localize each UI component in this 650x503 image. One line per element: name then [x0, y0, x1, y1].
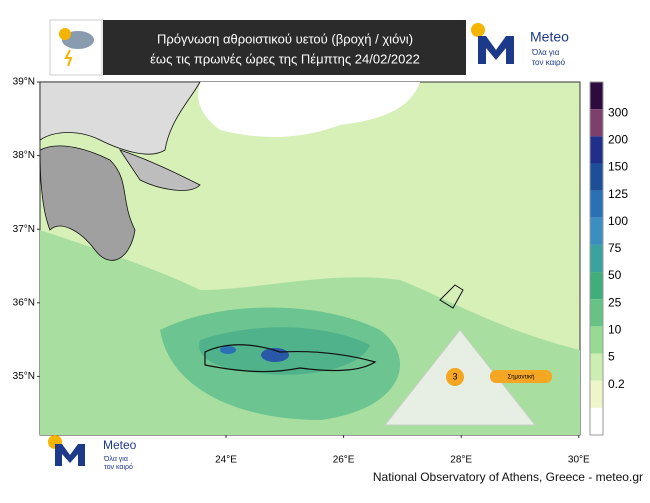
colorbar-segment — [590, 217, 603, 245]
logo-mark — [55, 444, 85, 466]
colorbar-segment — [590, 190, 603, 218]
lat-label: 36°N — [13, 297, 35, 308]
colorbar-label: 50 — [608, 268, 622, 282]
title-line: έως τις πρωινές ώρες της Πέμπτης 24/02/2… — [150, 51, 420, 66]
colorbar-segment — [590, 353, 603, 381]
lat-label: 37°N — [13, 224, 35, 235]
sun-icon — [59, 28, 71, 40]
colorbar-label: 0.2 — [608, 377, 625, 391]
colorbar-segment — [590, 244, 603, 273]
logo-name: Meteo — [103, 438, 137, 452]
land-mainland — [39, 81, 201, 155]
bolt-icon — [64, 49, 73, 67]
colorbar-label: 300 — [608, 105, 628, 119]
land-attica — [119, 149, 201, 191]
colorbar-segment — [590, 82, 603, 110]
colorbar-label: 125 — [608, 187, 628, 201]
title-line: Πρόγνωση αθροιστικού υετού (βροχή / χιόν… — [157, 31, 413, 46]
lon-labels: 24°E 26°E 28°E 30°E — [215, 435, 590, 466]
lon-label: 28°E — [450, 455, 472, 466]
lon-label: 24°E — [215, 455, 237, 466]
footer-credit: National Observatory of Athens, Greece -… — [373, 470, 643, 484]
colorbar-segment — [590, 407, 603, 435]
colorbar-label: 5 — [608, 350, 615, 364]
colorbar-segment — [590, 380, 603, 408]
land-crete — [204, 344, 377, 373]
colorbar-label: 75 — [608, 241, 622, 255]
colorbar-label: 200 — [608, 132, 628, 146]
colorbar-segment — [590, 163, 603, 191]
colorbar-frame — [589, 81, 604, 436]
colorbar-segment — [590, 272, 603, 300]
colorbar-label: 10 — [608, 323, 622, 337]
colorbar: 300 200 150 125 100 75 50 25 10 5 0.2 — [589, 81, 628, 436]
lon-label: 26°E — [333, 455, 355, 466]
land-peloponnese — [39, 145, 136, 261]
title-box — [103, 20, 466, 75]
land-rhodes — [439, 284, 464, 309]
logo-tagline: Όλα για — [103, 456, 128, 463]
colorbar-segment — [590, 326, 603, 354]
rain-area — [220, 346, 236, 354]
colorbar-segment — [590, 109, 603, 137]
colorbar-segment — [590, 136, 603, 164]
warning-label: Σημαντική — [507, 374, 534, 381]
lat-label: 35°N — [13, 371, 35, 382]
lat-labels: 39°N 38°N 37°N 36°N 35°N — [13, 77, 40, 382]
map: 3 Σημαντική — [39, 81, 581, 436]
warning-pill — [490, 370, 552, 383]
logo-mark — [478, 36, 514, 64]
logo-tagline: Όλα για — [531, 48, 560, 57]
lat-label: 38°N — [13, 150, 35, 161]
logo-sun — [471, 23, 485, 37]
colorbar-label: 25 — [608, 295, 622, 309]
logo-tagline: τον καιρό — [532, 58, 566, 67]
lat-label: 39°N — [13, 77, 35, 88]
sea-area — [198, 82, 420, 137]
colorbar-label: 100 — [608, 214, 628, 228]
warning-level-badge — [446, 368, 464, 386]
warning-level: 3 — [452, 371, 457, 381]
colorbar-label: 150 — [608, 160, 628, 174]
logo-name: Meteo — [530, 29, 569, 45]
logo-tagline: τον καιρό — [104, 463, 133, 471]
lon-label: 30°E — [568, 455, 590, 466]
colorbar-segment — [590, 299, 603, 327]
